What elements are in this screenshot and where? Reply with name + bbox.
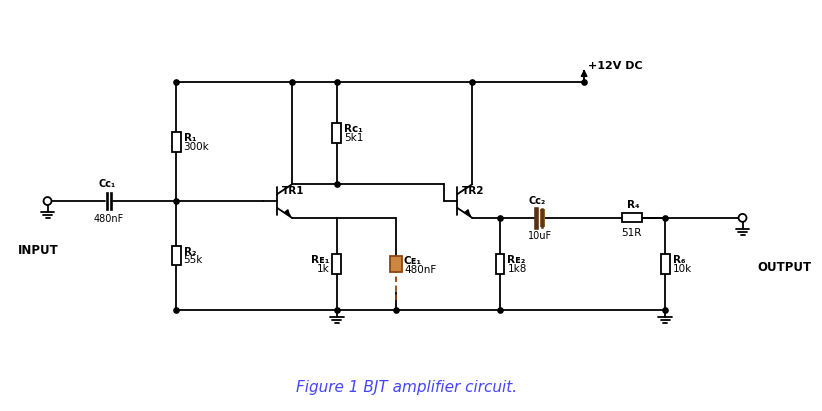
- Text: Figure 1 BJT amplifier circuit.: Figure 1 BJT amplifier circuit.: [297, 380, 518, 395]
- Text: 10k: 10k: [672, 264, 692, 274]
- Bar: [172, 132, 181, 152]
- Text: 480nF: 480nF: [94, 214, 124, 224]
- Text: Cᴄ₂: Cᴄ₂: [529, 196, 547, 206]
- Text: 10uF: 10uF: [528, 231, 552, 241]
- Text: 300k: 300k: [183, 142, 210, 152]
- Text: TR2: TR2: [462, 186, 485, 196]
- Text: +12V DC: +12V DC: [588, 61, 643, 72]
- Text: OUTPUT: OUTPUT: [757, 261, 811, 274]
- Bar: [496, 254, 505, 274]
- Text: Rᴇ₁: Rᴇ₁: [311, 255, 329, 265]
- Bar: [172, 246, 181, 266]
- Text: Cᴄ₁: Cᴄ₁: [99, 179, 116, 189]
- Bar: [332, 254, 341, 274]
- Text: R₆: R₆: [672, 255, 686, 265]
- Text: Rᴇ₂: Rᴇ₂: [507, 255, 526, 265]
- Bar: [661, 254, 670, 274]
- Text: 55k: 55k: [183, 256, 203, 266]
- Circle shape: [739, 214, 746, 222]
- Bar: [621, 213, 641, 222]
- Text: R₄: R₄: [627, 200, 640, 210]
- Bar: [332, 123, 341, 143]
- Text: TR1: TR1: [282, 186, 305, 196]
- Text: INPUT: INPUT: [18, 244, 58, 257]
- Text: 51R: 51R: [621, 228, 642, 238]
- Text: 1k8: 1k8: [507, 264, 527, 274]
- Text: Cᴇ₁: Cᴇ₁: [404, 256, 422, 266]
- Text: Rᴄ₁: Rᴄ₁: [344, 124, 363, 134]
- Circle shape: [44, 197, 52, 205]
- Text: R₁: R₁: [183, 133, 196, 143]
- Bar: [390, 256, 402, 272]
- Text: R₂: R₂: [183, 247, 196, 256]
- Text: 480nF: 480nF: [404, 265, 436, 275]
- Text: 5k1: 5k1: [344, 133, 363, 143]
- Bar: [540, 209, 545, 227]
- Text: 1k: 1k: [316, 264, 329, 274]
